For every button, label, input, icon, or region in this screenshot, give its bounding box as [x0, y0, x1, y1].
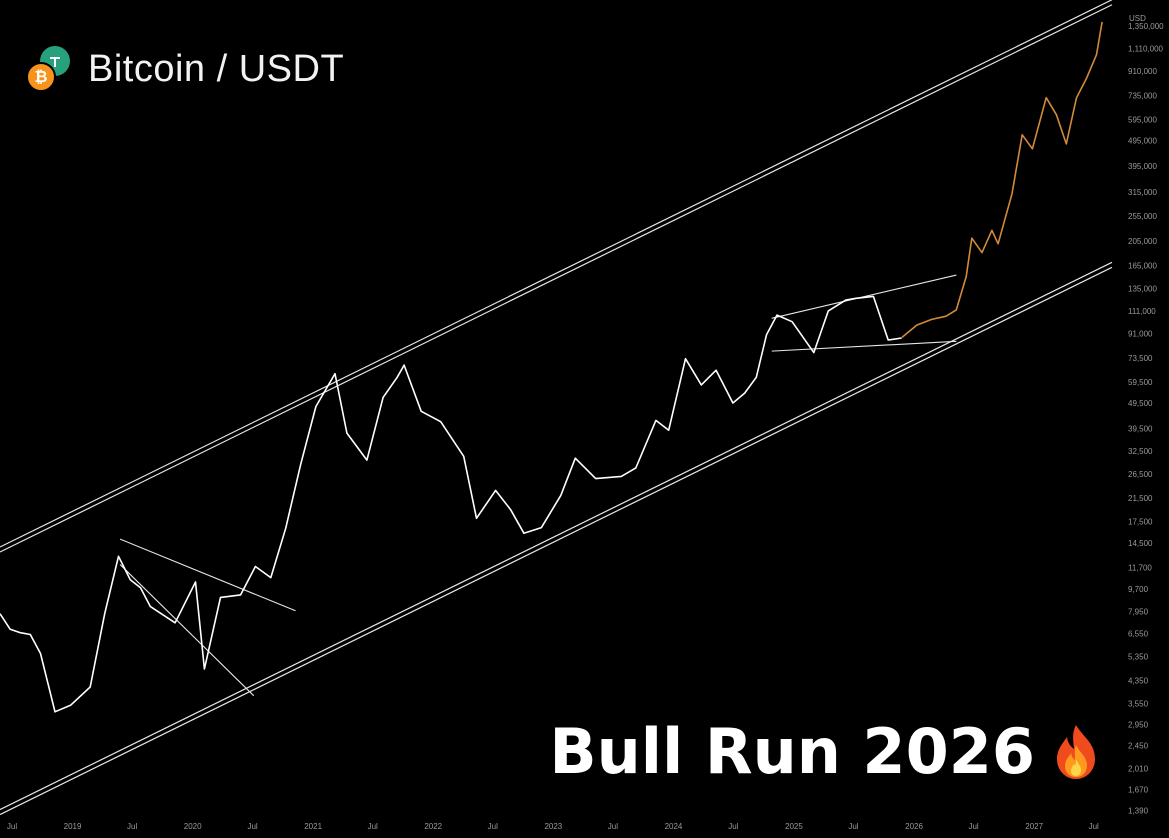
y-tick-label: 32,500	[1128, 447, 1153, 456]
y-tick-label: 395,000	[1128, 162, 1157, 171]
y-tick-label: 1,670	[1128, 785, 1149, 794]
price-history-line	[0, 295, 902, 713]
chart-header: ₿ Bitcoin / USDT	[22, 44, 344, 94]
channel-line	[0, 261, 1113, 811]
x-tick-label: 2022	[424, 822, 442, 831]
y-tick-label: 21,500	[1128, 494, 1153, 503]
trend-line	[771, 340, 957, 352]
y-tick-label: 4,350	[1128, 676, 1149, 685]
annotation-text: Bull Run 2026	[549, 715, 1035, 788]
y-tick-label: 91,000	[1128, 330, 1153, 339]
channel-line	[0, 4, 1113, 553]
y-tick-label: 73,500	[1128, 354, 1153, 363]
x-tick-label: 2019	[64, 822, 82, 831]
price-projection-line	[901, 21, 1103, 339]
y-tick-label: 17,500	[1128, 518, 1153, 527]
y-tick-label: 49,500	[1128, 399, 1153, 408]
y-tick-label: 11,700	[1128, 563, 1152, 572]
x-tick-label: Jul	[247, 822, 257, 831]
x-tick-label: 2025	[785, 822, 803, 831]
y-tick-label: 2,450	[1128, 742, 1149, 751]
y-tick-label: 165,000	[1128, 262, 1157, 271]
x-tick-label: 2024	[665, 822, 683, 831]
y-tick-label: 26,500	[1128, 470, 1153, 479]
y-tick-label: 735,000	[1128, 91, 1157, 100]
y-tick-label: 39,500	[1128, 425, 1153, 434]
x-tick-label: 2020	[184, 822, 202, 831]
fire-icon	[1053, 723, 1099, 781]
y-tick-label: 2,010	[1128, 764, 1149, 773]
y-tick-label: 3,550	[1128, 699, 1149, 708]
y-tick-label: 910,000	[1128, 67, 1157, 76]
y-tick-label: 315,000	[1128, 188, 1157, 197]
y-tick-label: 255,000	[1128, 212, 1157, 221]
x-tick-label: 2021	[304, 822, 322, 831]
bitcoin-coin-icon: ₿	[26, 62, 56, 92]
y-tick-label: 1,350,000	[1128, 22, 1164, 31]
y-tick-label: 1,110,000	[1128, 44, 1164, 53]
x-tick-label: Jul	[1089, 822, 1099, 831]
y-tick-label: 9,700	[1128, 585, 1149, 594]
y-tick-label: 205,000	[1128, 237, 1157, 246]
x-tick-label: Jul	[488, 822, 498, 831]
channel-line	[0, 0, 1113, 548]
y-tick-label: 5,350	[1128, 653, 1149, 662]
y-tick-label: 595,000	[1128, 115, 1157, 124]
pair-icons: ₿	[22, 44, 80, 94]
x-tick-label: 2023	[544, 822, 562, 831]
y-tick-label: 135,000	[1128, 285, 1157, 294]
y-tick-label: 111,000	[1128, 307, 1156, 316]
channel-line	[0, 266, 1113, 816]
y-tick-label: 14,500	[1128, 539, 1153, 548]
x-tick-label: Jul	[608, 822, 618, 831]
y-axis-unit-label: USD	[1129, 14, 1146, 23]
trend-line	[119, 538, 296, 612]
y-tick-label: 59,500	[1128, 378, 1153, 387]
y-tick-label: 7,950	[1128, 608, 1149, 617]
y-tick-label: 2,950	[1128, 721, 1149, 730]
y-tick-label: 6,550	[1128, 630, 1149, 639]
trend-line	[119, 564, 255, 697]
y-tick-label: 495,000	[1128, 136, 1157, 145]
x-tick-label: Jul	[368, 822, 378, 831]
x-tick-label: 2027	[1025, 822, 1043, 831]
x-tick-label: Jul	[127, 822, 137, 831]
x-tick-label: Jul	[7, 822, 17, 831]
x-tick-label: Jul	[848, 822, 858, 831]
bull-run-annotation: Bull Run 2026	[549, 715, 1099, 788]
pair-title: Bitcoin / USDT	[88, 47, 345, 90]
y-tick-label: 1,390	[1128, 806, 1149, 815]
x-tick-label: Jul	[968, 822, 978, 831]
x-tick-label: 2026	[905, 822, 923, 831]
x-tick-label: Jul	[728, 822, 738, 831]
